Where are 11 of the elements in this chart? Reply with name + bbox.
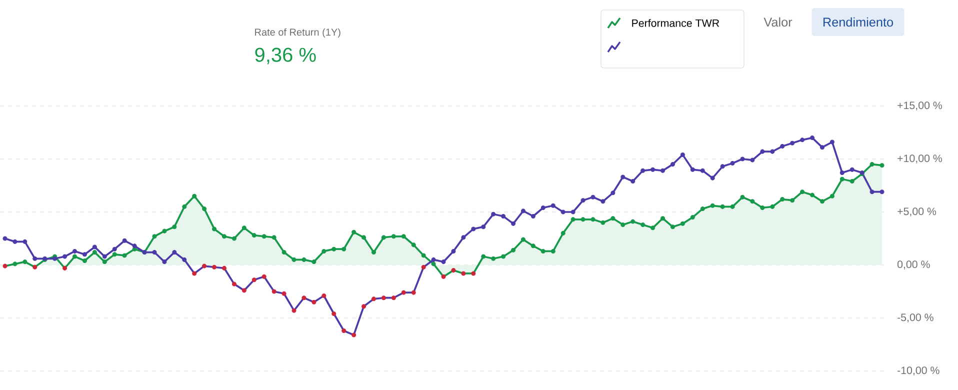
y-tick-label: 0,00 %: [897, 260, 930, 270]
text: Rendimiento: [823, 17, 894, 27]
y-tick-label: +5,00 %: [898, 208, 936, 216]
y-tick-label: +15,00 %: [898, 102, 942, 110]
y-tick-label: +10,00 %: [898, 154, 942, 164]
legend-label: Performance TWR: [632, 19, 720, 27]
chart-title: Rate of Return (1Y): [255, 28, 340, 38]
text: Valor: [764, 17, 792, 27]
chart-subtitle: 9,36 %: [255, 48, 316, 64]
y-tick-label: -5,00 %: [898, 314, 934, 322]
y-tick-label: -10,00 %: [898, 366, 940, 376]
